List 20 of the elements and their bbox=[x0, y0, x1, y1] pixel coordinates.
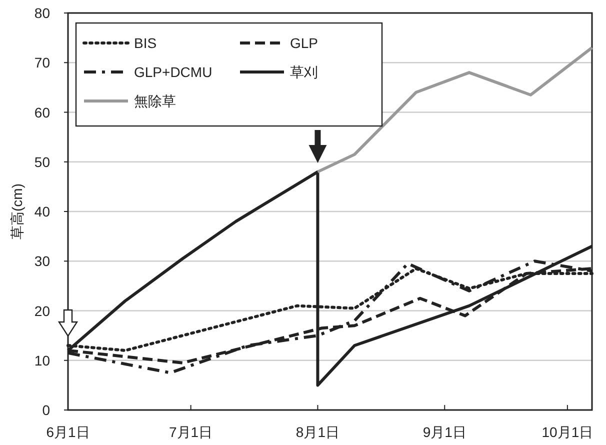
y-tick-label: 20 bbox=[34, 302, 50, 319]
x-tick-label: 7月1日 bbox=[169, 424, 213, 440]
x-tick-label: 10月1日 bbox=[542, 424, 594, 440]
y-tick-label: 50 bbox=[34, 154, 50, 170]
y-tick-label: 30 bbox=[34, 253, 50, 270]
x-tick-label: 9月1日 bbox=[422, 424, 466, 440]
y-tick-label: 10 bbox=[34, 352, 50, 368]
legend-label: BIS bbox=[134, 35, 157, 51]
y-tick-label: 80 bbox=[34, 5, 50, 21]
legend-label: 無除草 bbox=[134, 93, 176, 109]
y-axis-title: 草高(cm) bbox=[9, 184, 25, 240]
y-tick-label: 40 bbox=[34, 204, 50, 220]
legend-label: GLP bbox=[290, 35, 318, 51]
legend-label: 草刈 bbox=[290, 64, 318, 80]
x-tick-label: 6月1日 bbox=[46, 424, 90, 440]
y-tick-label: 70 bbox=[34, 54, 50, 71]
y-tick-label: 60 bbox=[34, 104, 50, 120]
legend-label: GLP+DCMU bbox=[134, 64, 212, 80]
x-tick-label: 8月1日 bbox=[296, 424, 340, 440]
y-tick-label: 0 bbox=[42, 402, 50, 418]
